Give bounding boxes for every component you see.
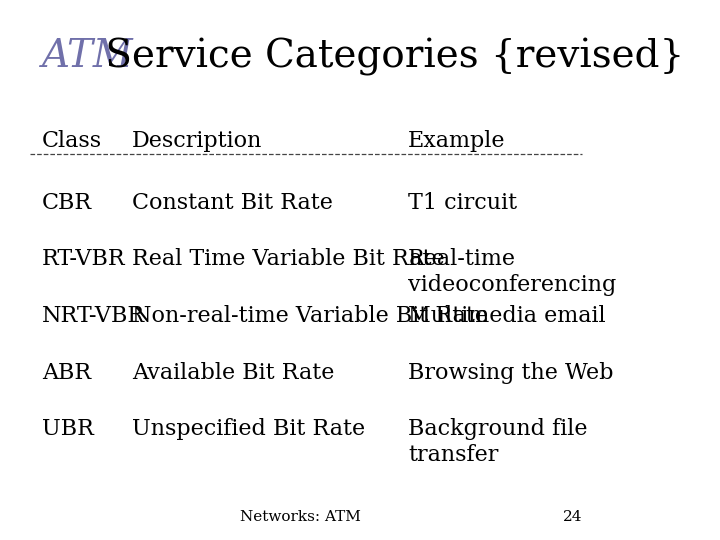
- Text: Constant Bit Rate: Constant Bit Rate: [132, 192, 333, 214]
- Text: Real Time Variable Bit Rate: Real Time Variable Bit Rate: [132, 248, 445, 271]
- Text: ATM: ATM: [42, 38, 134, 75]
- Text: ABR: ABR: [42, 362, 91, 384]
- Text: Description: Description: [132, 130, 262, 152]
- Text: Non-real-time Variable Bit Rate: Non-real-time Variable Bit Rate: [132, 305, 488, 327]
- Text: Real-time
videoconferencing: Real-time videoconferencing: [408, 248, 616, 296]
- Text: Example: Example: [408, 130, 505, 152]
- Text: Networks: ATM: Networks: ATM: [240, 510, 361, 524]
- Text: Service Categories {revised}: Service Categories {revised}: [93, 38, 684, 76]
- Text: 24: 24: [563, 510, 582, 524]
- Text: T1 circuit: T1 circuit: [408, 192, 517, 214]
- Text: Multimedia email: Multimedia email: [408, 305, 606, 327]
- Text: NRT-VBR: NRT-VBR: [42, 305, 145, 327]
- Text: Browsing the Web: Browsing the Web: [408, 362, 613, 384]
- Text: Unspecified Bit Rate: Unspecified Bit Rate: [132, 418, 365, 441]
- Text: Available Bit Rate: Available Bit Rate: [132, 362, 334, 384]
- Text: UBR: UBR: [42, 418, 94, 441]
- Text: RT-VBR: RT-VBR: [42, 248, 126, 271]
- Text: Class: Class: [42, 130, 102, 152]
- Text: CBR: CBR: [42, 192, 92, 214]
- Text: Background file
transfer: Background file transfer: [408, 418, 588, 466]
